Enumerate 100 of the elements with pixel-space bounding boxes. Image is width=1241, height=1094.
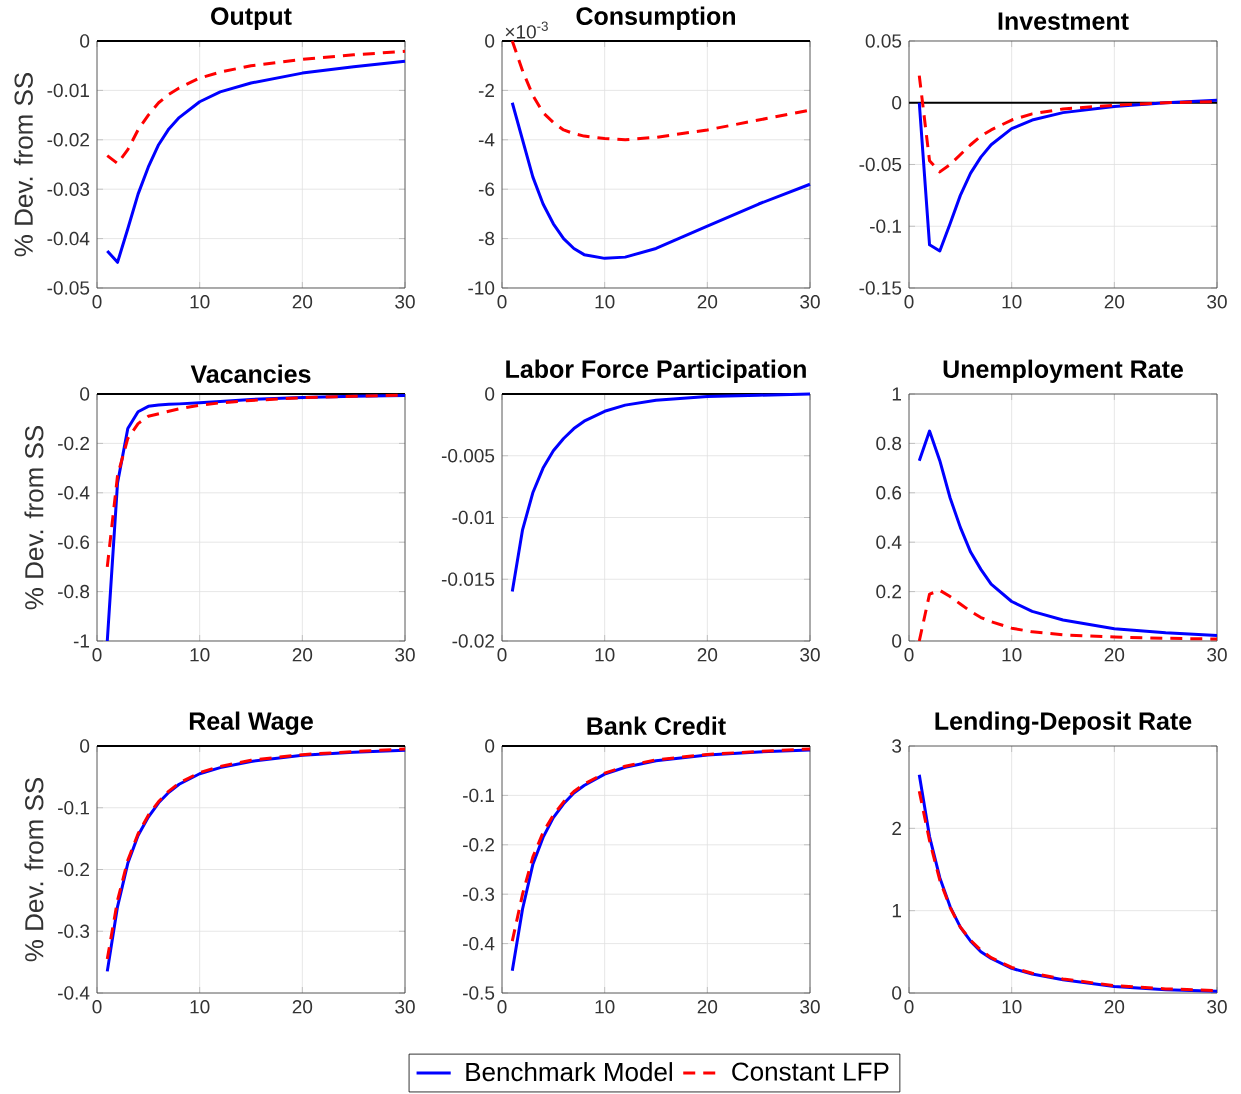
y-tick-label: -0.4 bbox=[58, 986, 90, 1000]
y-tick-label: -0.3 bbox=[58, 924, 90, 938]
x-tick-label: 10 bbox=[1002, 648, 1022, 662]
y-tick-label: 2 bbox=[892, 821, 902, 835]
y-tick-label: -0.5 bbox=[463, 986, 495, 1000]
y-tick-label: -0.01 bbox=[452, 510, 494, 525]
y-tick-label: 0 bbox=[485, 34, 495, 48]
y-tick-label: -0.01 bbox=[47, 83, 89, 98]
y-tick-label: -0.4 bbox=[58, 486, 90, 500]
y-tick-label: 0.05 bbox=[865, 34, 902, 48]
y-tick-label: 1 bbox=[892, 387, 902, 401]
y-tick-label: -0.1 bbox=[58, 801, 89, 815]
y-tick-label: 0 bbox=[485, 739, 495, 753]
legend-label: Constant LFP bbox=[732, 1062, 889, 1081]
x-tick-label: 20 bbox=[697, 1000, 718, 1014]
y-tick-label: -0.05 bbox=[859, 157, 902, 172]
x-tick-label: 10 bbox=[190, 648, 210, 662]
x-tick-label: 30 bbox=[1207, 295, 1227, 309]
y-tick-label: 0 bbox=[892, 634, 902, 648]
x-tick-label: 0 bbox=[497, 1000, 507, 1014]
y-tick-label: -0.4 bbox=[463, 936, 495, 951]
y-tick-label: -8 bbox=[478, 231, 495, 246]
y-tick-label: -0.05 bbox=[47, 281, 90, 295]
x-tick-label: 30 bbox=[800, 295, 820, 309]
x-tick-label: 30 bbox=[395, 648, 415, 662]
y-tick-label: -10 bbox=[468, 281, 495, 295]
text: ×10$^{-3}$ bbox=[505, 21, 548, 39]
y-tick-label: 0 bbox=[80, 387, 90, 401]
y-tick-label: 0 bbox=[80, 34, 90, 48]
x-tick-label: 0 bbox=[92, 295, 102, 309]
y-tick-label: 3 bbox=[892, 739, 902, 753]
y-tick-label: -0.1 bbox=[870, 219, 902, 233]
x-tick-label: 20 bbox=[1104, 1000, 1125, 1014]
y-tick-label: -0.02 bbox=[452, 634, 494, 648]
x-tick-label: 20 bbox=[697, 648, 718, 662]
y-axis-title: % Dev. from SS bbox=[13, 73, 33, 257]
chart-title: Output bbox=[211, 7, 292, 30]
x-tick-label: 10 bbox=[190, 295, 210, 309]
x-tick-label: 20 bbox=[1104, 648, 1125, 662]
x-tick-label: 20 bbox=[697, 295, 718, 309]
x-tick-label: 0 bbox=[92, 648, 102, 662]
x-tick-label: 10 bbox=[595, 295, 615, 309]
y-tick-label: -1 bbox=[73, 634, 89, 648]
x-tick-label: 20 bbox=[1104, 295, 1125, 309]
y-tick-label: -4 bbox=[478, 133, 495, 147]
chart-title: Bank Credit bbox=[587, 716, 726, 735]
y-tick-label: -0.005 bbox=[441, 449, 495, 463]
x-tick-label: 0 bbox=[497, 295, 507, 309]
y-tick-label: -0.2 bbox=[58, 436, 89, 451]
y-tick-label: -0.3 bbox=[463, 887, 495, 901]
y-tick-label: 0.6 bbox=[876, 486, 902, 500]
x-tick-label: 30 bbox=[1207, 1000, 1227, 1014]
y-axis-title: % Dev. from SS bbox=[24, 778, 44, 962]
chart-title: Vacancies bbox=[190, 364, 311, 383]
x-tick-label: 0 bbox=[904, 1000, 914, 1014]
y-tick-label: 0 bbox=[892, 986, 902, 1000]
x-tick-label: 20 bbox=[292, 1000, 313, 1014]
legend-label: Benchmark Model bbox=[466, 1062, 672, 1082]
x-tick-label: 30 bbox=[800, 1000, 820, 1014]
x-tick-label: 20 bbox=[292, 648, 313, 662]
y-tick-label: -0.04 bbox=[47, 231, 90, 246]
x-tick-label: 30 bbox=[800, 648, 820, 662]
x-tick-label: 0 bbox=[904, 295, 914, 309]
chart-title: Investment bbox=[998, 12, 1129, 30]
y-tick-label: -6 bbox=[478, 182, 495, 196]
y-tick-label: -0.03 bbox=[47, 182, 90, 196]
x-tick-label: 30 bbox=[1207, 648, 1227, 662]
chart-title: Labor Force Participation bbox=[506, 359, 806, 383]
y-tick-label: 0.4 bbox=[876, 535, 902, 549]
chart-title: Real Wage bbox=[189, 711, 313, 735]
y-axis-title: % Dev. from SS bbox=[24, 426, 44, 610]
y-tick-label: -0.2 bbox=[463, 838, 494, 852]
y-tick-label: -0.015 bbox=[441, 572, 495, 586]
x-tick-label: 20 bbox=[292, 295, 313, 309]
x-tick-label: 0 bbox=[497, 648, 507, 662]
chart-title: Consumption bbox=[576, 6, 735, 30]
y-tick-label: -0.8 bbox=[58, 584, 90, 599]
y-tick-label: -0.1 bbox=[463, 788, 494, 803]
y-tick-label: 0.2 bbox=[876, 584, 902, 599]
y-tick-label: 0 bbox=[485, 387, 495, 401]
y-tick-label: -0.6 bbox=[58, 535, 90, 549]
y-tick-label: 1 bbox=[892, 904, 902, 918]
x-tick-label: 10 bbox=[1002, 1000, 1022, 1014]
y-tick-label: -0.02 bbox=[47, 133, 89, 147]
y-tick-label: -0.2 bbox=[58, 862, 89, 877]
x-tick-label: 30 bbox=[395, 295, 415, 309]
x-tick-label: 0 bbox=[92, 1000, 102, 1014]
y-tick-label: 0 bbox=[892, 96, 902, 110]
chart-title: Unemployment Rate bbox=[943, 359, 1183, 383]
x-tick-label: 10 bbox=[595, 648, 615, 662]
x-tick-label: 0 bbox=[904, 648, 914, 662]
x-tick-label: 10 bbox=[190, 1000, 210, 1014]
x-tick-label: 30 bbox=[395, 1000, 415, 1014]
x-tick-label: 10 bbox=[1002, 295, 1022, 309]
y-tick-label: -0.15 bbox=[859, 281, 902, 295]
chart-title: Lending-Deposit Rate bbox=[935, 711, 1192, 735]
y-tick-label: -2 bbox=[478, 83, 495, 98]
x-tick-label: 10 bbox=[595, 1000, 615, 1014]
y-tick-label: 0.8 bbox=[876, 436, 902, 451]
y-tick-label: 0 bbox=[80, 739, 90, 753]
